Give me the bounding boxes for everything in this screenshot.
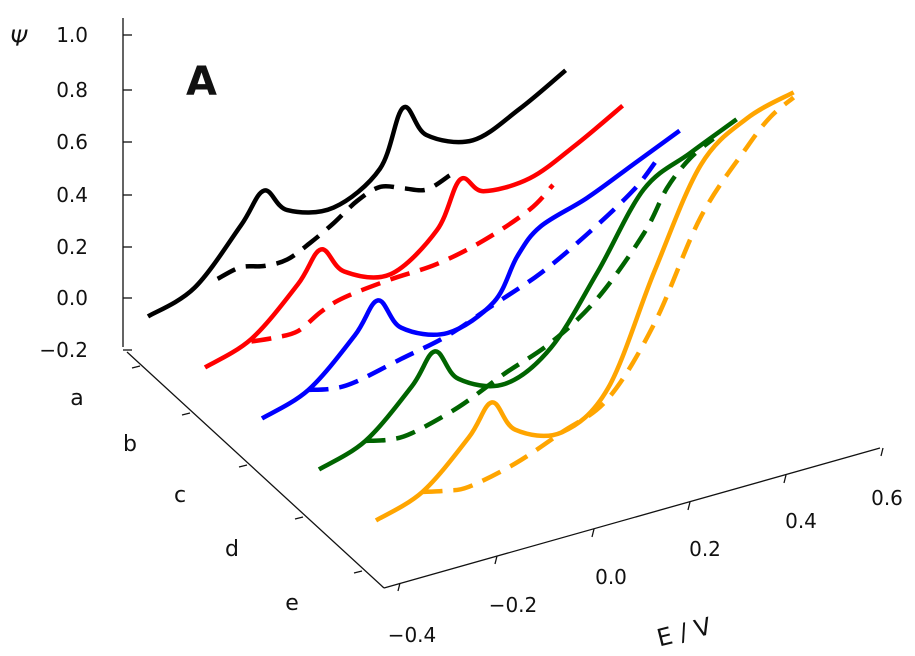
series-a-dashed-line — [216, 173, 451, 281]
y-axis-label: Ψ — [10, 27, 28, 52]
series-e-solid-line — [374, 90, 795, 523]
depth-tick-label: a — [70, 386, 83, 411]
y-tick-label: 0.2 — [56, 235, 88, 259]
depth-tick-label: e — [285, 591, 299, 616]
curves — [146, 68, 796, 523]
series-d-dashed-line — [365, 137, 715, 444]
x-axis-line — [383, 447, 881, 589]
series-c-dashed-line — [308, 159, 659, 393]
y-tick-label: 0.8 — [56, 78, 88, 102]
depth-tick-mark — [353, 570, 363, 574]
series-b-solid-line — [203, 103, 625, 370]
depth-tick-label: b — [123, 432, 137, 457]
axes — [122, 18, 884, 592]
labels: 1.0 0.8 0.6 0.4 0.2 0.0 −0.2 Ψa b c d e −0.4 −0.2 0.0 0… — [10, 23, 903, 652]
y-tick-label: 0.6 — [56, 130, 88, 154]
depth-tick-mark — [294, 516, 304, 520]
depth-tick-mark — [181, 412, 191, 416]
x-tick-label: −0.2 — [489, 593, 538, 617]
x-tick-mark — [591, 528, 595, 538]
depth-tick-mark — [238, 464, 248, 468]
x-tick-label: 0.2 — [689, 537, 721, 561]
panel-label: A — [186, 59, 217, 105]
x-tick-mark — [880, 447, 884, 457]
depth-tick-label: c — [174, 483, 186, 508]
x-tick-mark — [397, 582, 401, 592]
x-tick-label: −0.4 — [388, 623, 437, 647]
x-tick-mark — [783, 474, 787, 484]
y-tick-label: 0.0 — [56, 286, 88, 310]
series-e-dashed-line — [422, 95, 796, 495]
x-tick-label: 0.6 — [871, 486, 903, 510]
depth-tick-mark — [131, 365, 141, 369]
x-tick-mark — [687, 501, 691, 511]
series-c-solid-line — [260, 128, 681, 421]
series-a-solid-line — [146, 68, 568, 319]
x-tick-mark — [494, 555, 498, 565]
series-d-solid-line — [317, 117, 738, 472]
depth-axis-line — [126, 351, 385, 589]
x-axis-label: E / V — [654, 612, 715, 653]
y-tick-label: −0.2 — [39, 338, 88, 362]
series-b-dashed-line — [251, 183, 555, 344]
y-tick-label: 1.0 — [56, 23, 88, 47]
depth-tick-label: d — [225, 537, 239, 562]
x-tick-label: 0.0 — [595, 565, 627, 589]
x-tick-label: 0.4 — [785, 509, 817, 533]
y-tick-label: 0.4 — [56, 183, 88, 207]
